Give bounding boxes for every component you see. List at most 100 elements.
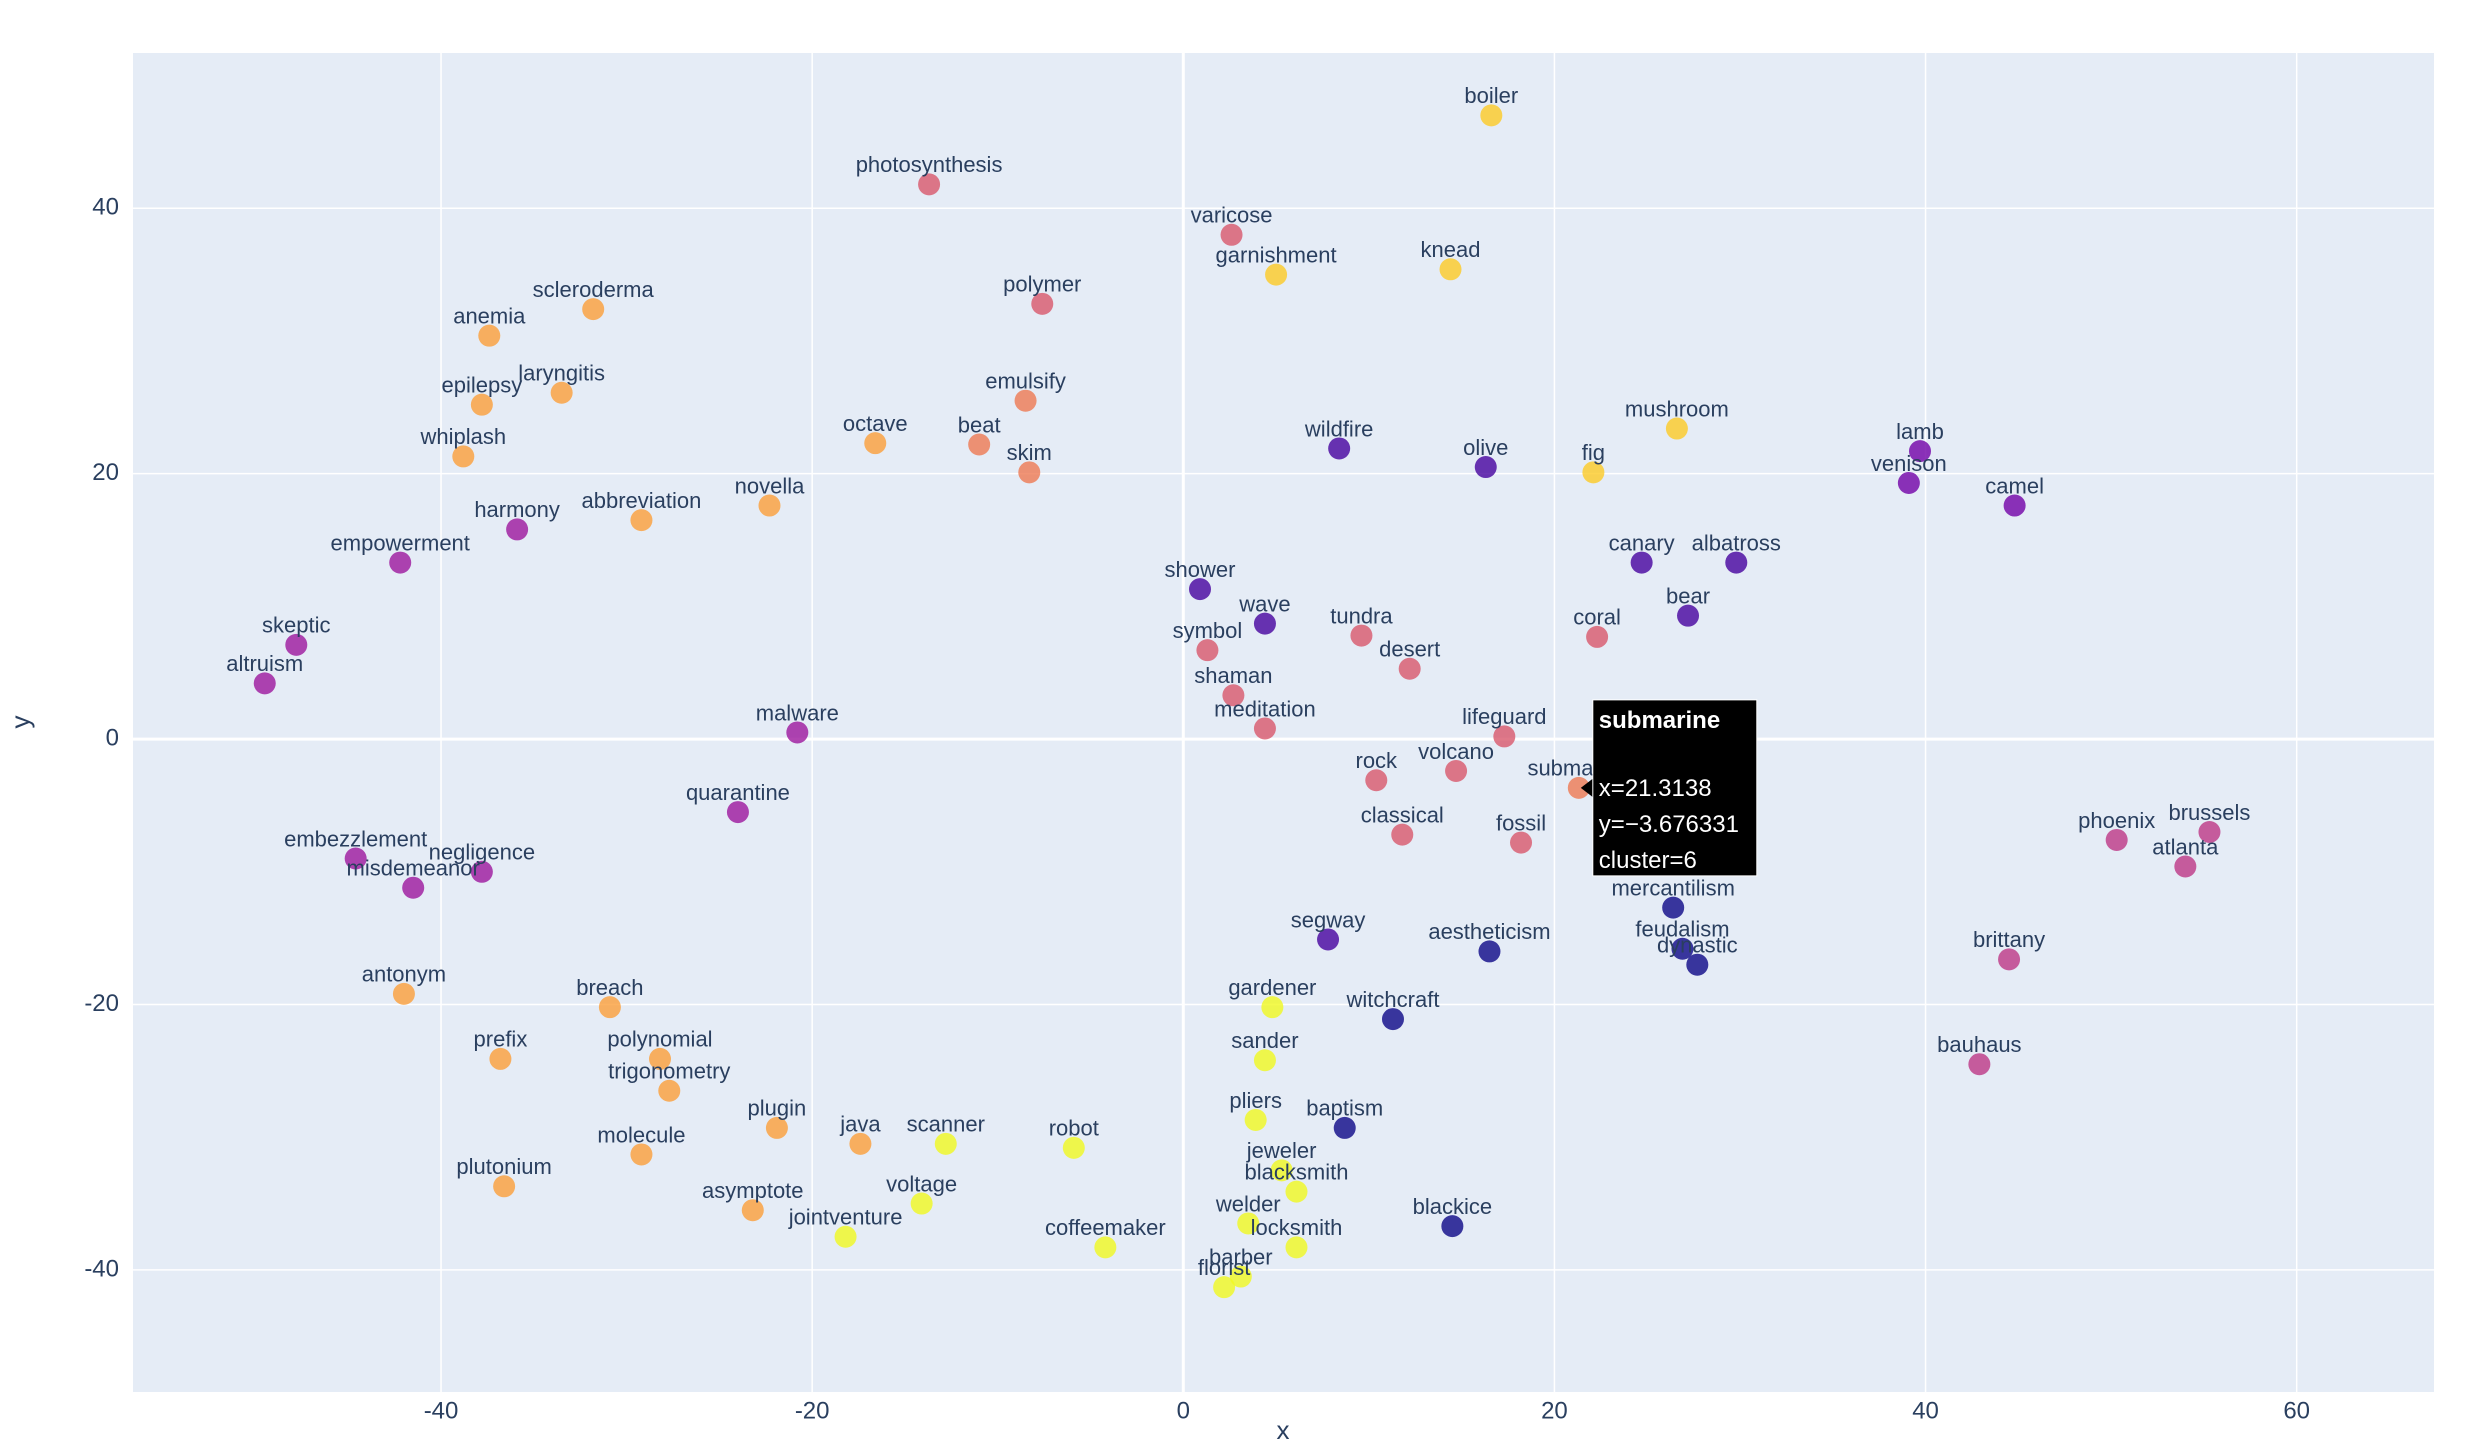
point-label: dynastic: [1657, 933, 1738, 958]
tooltip-arrow: [1580, 777, 1594, 798]
point-label: epilepsy: [442, 372, 523, 397]
ticks: -40 -20 0 20 40 60 -40 -20 0 20 40: [84, 194, 2310, 1425]
point-label: whiplash: [420, 424, 507, 449]
point: [1441, 1215, 1464, 1238]
point: [1998, 948, 2021, 971]
point: [1350, 624, 1373, 647]
point: [470, 860, 493, 883]
point-label: coral: [1573, 605, 1621, 630]
point: [1265, 263, 1288, 286]
point-label: desert: [1379, 637, 1440, 662]
point: [1968, 1053, 1991, 1076]
point-label: florist: [1198, 1255, 1251, 1280]
point-label: blacksmith: [1245, 1159, 1349, 1184]
point: [968, 433, 991, 456]
point: [1031, 292, 1054, 315]
point: [630, 1143, 653, 1166]
point-label: misdemeanor: [347, 856, 480, 881]
point: [392, 982, 415, 1005]
point: [864, 432, 887, 455]
point: [344, 847, 367, 870]
point: [1665, 417, 1688, 440]
point-label: barber: [1209, 1244, 1273, 1269]
point: [1317, 928, 1340, 951]
point: [550, 381, 573, 404]
point-label: asymptote: [702, 1178, 804, 1203]
x-tick-label: 60: [2283, 1397, 2310, 1424]
point-label: jeweler: [1246, 1138, 1317, 1163]
point-label: scleroderma: [533, 277, 655, 302]
point: [1285, 1180, 1308, 1203]
tooltip-line: y=−3.676331: [1599, 811, 1739, 838]
point: [285, 633, 308, 656]
point: [1094, 1236, 1117, 1259]
point-label: albatross: [1692, 530, 1781, 555]
point: [402, 876, 425, 899]
point-label: lamb: [1896, 419, 1944, 444]
point: [1493, 725, 1516, 748]
point: [649, 1047, 672, 1070]
point-label: tundra: [1330, 603, 1393, 628]
point-label: phoenix: [2078, 808, 2155, 833]
y-tick-label: -40: [84, 1255, 119, 1282]
point: [1582, 461, 1605, 484]
point: [1365, 769, 1388, 792]
point-label: malware: [756, 700, 839, 725]
point-label: symbol: [1173, 618, 1243, 643]
point-label: breach: [576, 975, 643, 1000]
point: [253, 672, 276, 695]
point-label: gardener: [1228, 975, 1316, 1000]
point: [1333, 1116, 1356, 1139]
point-label: plugin: [748, 1096, 807, 1121]
point: [1480, 104, 1503, 127]
point: [658, 1079, 681, 1102]
point-label: empowerment: [331, 530, 470, 555]
point: [1062, 1136, 1085, 1159]
point-label: venison: [1871, 451, 1947, 476]
point: [2174, 855, 2197, 878]
point: [1253, 612, 1276, 635]
tooltip-box: [1592, 699, 1758, 877]
point-label: atlanta: [2152, 834, 2219, 859]
point-label: volcano: [1418, 739, 1494, 764]
point: [1567, 776, 1590, 799]
point-label: fossil: [1496, 810, 1546, 835]
point: [1725, 551, 1748, 574]
point: [1478, 940, 1501, 963]
point-label: shaman: [1194, 663, 1272, 688]
point-label: bauhaus: [1937, 1032, 2021, 1057]
point-label: mushroom: [1625, 396, 1729, 421]
point: [1686, 953, 1709, 976]
point: [1671, 937, 1694, 960]
point: [1285, 1236, 1308, 1259]
point: [1244, 1108, 1267, 1131]
point-label: camel: [1985, 473, 2044, 498]
point-label: emulsify: [985, 369, 1066, 394]
point: [582, 298, 605, 321]
point-label: polymer: [1003, 272, 1081, 297]
points: [253, 104, 2221, 1299]
point-label: octave: [843, 411, 908, 436]
point: [1445, 759, 1468, 782]
point: [478, 324, 501, 347]
point-label: java: [839, 1112, 881, 1137]
point-label: lifeguard: [1462, 704, 1546, 729]
point: [1253, 1049, 1276, 1072]
point-label: classical: [1361, 802, 1444, 827]
point: [849, 1132, 872, 1155]
x-tick-label: -20: [795, 1397, 830, 1424]
point-label: segway: [1291, 907, 1366, 932]
point-label: welder: [1215, 1191, 1281, 1216]
point: [1662, 896, 1685, 919]
tooltip-line: x=21.3138: [1599, 775, 1712, 802]
point: [2198, 820, 2221, 843]
point-label: feudalism: [1635, 917, 1729, 942]
point: [1630, 551, 1653, 574]
point: [1381, 1008, 1404, 1031]
point: [1014, 389, 1037, 412]
point-label: coffeemaker: [1045, 1215, 1166, 1240]
point-label: molecule: [597, 1122, 685, 1147]
point: [1474, 456, 1497, 479]
point: [1188, 578, 1211, 601]
